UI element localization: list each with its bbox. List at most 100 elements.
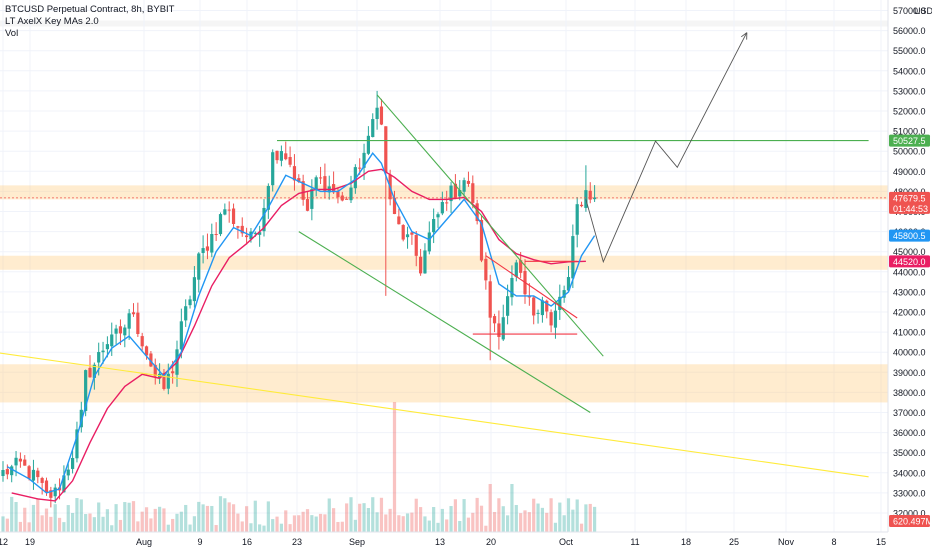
volume-bar [575,499,579,532]
legend: BTCUSD Perpetual Contract, 8h, BYBIT LT … [5,4,174,40]
candle-body [149,353,153,367]
legend-title[interactable]: BTCUSD Perpetual Contract, 8h, BYBIT [5,4,175,15]
volume-bar [231,504,236,532]
price-label-value: 45800.5 [893,231,926,241]
candle-body [314,177,318,190]
candle-body [231,208,236,224]
candle-body [136,312,140,335]
volume-bar [71,512,75,532]
candle-body [192,277,196,302]
candle-body [479,219,484,261]
price-tick-label: 50000.0 [893,147,926,157]
volume-bar [449,506,453,532]
volume-bar [362,503,366,532]
candle-body [414,235,418,256]
price-label: 50527.5 [889,134,930,147]
time-tick-label: 20 [486,537,496,547]
candle-body [144,346,149,356]
volume-bar [458,521,462,532]
legend-volume[interactable]: Vol [5,28,19,39]
volume-bar [327,498,331,532]
price-label: 620.497M [889,515,932,527]
volume-bar [466,517,471,532]
candle-body [23,459,27,466]
price-tick-label: 54000.0 [893,66,926,76]
price-tick-label: 52000.0 [893,107,926,117]
price-tick-label: 44000.0 [893,267,926,277]
volume-bar [323,514,327,532]
candle-body [536,312,540,314]
candle-body [323,176,327,193]
volume-bar [305,509,310,532]
candle-body [114,328,118,334]
volume-bar [249,523,253,532]
projection-arrow-head [740,32,748,40]
candle-body [440,201,444,214]
candle-body [166,373,170,389]
volume-bar [88,513,92,532]
volume-bar [332,508,336,532]
price-tick-label: 32000.0 [893,509,926,519]
currency-label[interactable]: USD [914,6,932,16]
candle-body [123,327,127,336]
candle-body [236,226,240,228]
candle-body [284,153,288,160]
volume-bar [279,523,283,532]
candle-body [14,457,18,466]
price-labels: 50527.5 47679.501:44:53 45800.5 44520.0 620.… [889,134,932,527]
candle-body [397,216,401,225]
volume-bar [175,513,179,532]
price-tick-label: 57000.0 [893,6,926,16]
candle-body [336,191,340,198]
candle-body [179,321,183,350]
candle-body [188,299,192,306]
candle-body [40,478,44,483]
price-tick-label: 40000.0 [893,348,926,358]
candle-body [501,317,505,340]
volume-bar [553,522,558,532]
candle-body [384,126,388,173]
volume-bar [427,520,431,532]
candle-body [275,150,279,161]
volume-bar [558,502,562,532]
candle-body [105,344,109,350]
candle-body [271,152,275,186]
volume-bar [297,515,301,532]
volume-bar [171,518,175,532]
volume-bar [310,515,314,532]
volume-bar [497,498,501,532]
candle-body [462,180,466,192]
candle-body [340,195,344,201]
volume-bar [223,498,227,532]
candle-body [540,300,544,316]
volume-bar [462,499,466,532]
candle-body [253,232,257,234]
price-zone [0,364,888,403]
volume-bar [414,498,418,532]
candle-body [1,469,5,477]
candle-body [79,409,83,428]
volume-bar [192,516,196,532]
volume-bar [510,484,514,532]
volume-bar [436,522,440,532]
volume-bar [371,497,375,532]
volume-bar [66,505,70,532]
volume-bars [1,402,597,532]
volume-bar [18,521,22,532]
candle-body [297,178,301,182]
volume-bar [475,497,479,532]
volume-bar [197,501,201,532]
candle-body [436,214,440,218]
legend-indicator[interactable]: LT AxelX Key MAs 2.0 [5,16,99,27]
volume-bar [318,513,323,532]
volume-bar [593,506,597,532]
volume-bar [166,524,170,532]
candle-body [553,310,558,328]
volume-bar [144,507,149,532]
candle-body [427,232,431,252]
candle-body [214,234,218,236]
volume-bar [227,502,231,532]
candle-body [5,469,9,475]
